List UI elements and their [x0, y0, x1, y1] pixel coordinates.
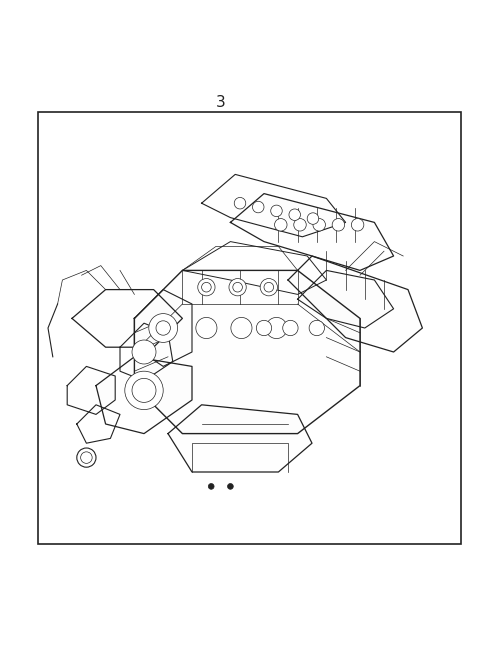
Circle shape: [228, 483, 233, 489]
Circle shape: [252, 201, 264, 213]
Circle shape: [313, 218, 325, 231]
Polygon shape: [96, 357, 192, 434]
Circle shape: [294, 218, 306, 231]
Polygon shape: [288, 256, 422, 352]
Circle shape: [132, 340, 156, 364]
Circle shape: [229, 279, 246, 296]
Circle shape: [77, 448, 96, 467]
Polygon shape: [168, 405, 312, 472]
Circle shape: [208, 483, 214, 489]
Circle shape: [275, 218, 287, 231]
Polygon shape: [134, 270, 360, 434]
Circle shape: [266, 318, 287, 338]
Circle shape: [271, 205, 282, 216]
Polygon shape: [202, 174, 346, 237]
Circle shape: [198, 279, 215, 296]
Circle shape: [256, 320, 272, 336]
Text: 3: 3: [216, 94, 226, 110]
Circle shape: [351, 218, 364, 231]
Circle shape: [283, 320, 298, 336]
Bar: [38, 112, 461, 544]
Circle shape: [309, 320, 324, 336]
Circle shape: [307, 213, 319, 224]
Polygon shape: [298, 270, 394, 328]
Circle shape: [196, 318, 217, 338]
Circle shape: [289, 209, 300, 220]
Circle shape: [234, 197, 246, 209]
Circle shape: [149, 314, 178, 342]
Polygon shape: [134, 289, 192, 367]
Circle shape: [125, 371, 163, 409]
Polygon shape: [67, 367, 115, 415]
Circle shape: [332, 218, 345, 231]
Circle shape: [260, 279, 277, 296]
Circle shape: [231, 318, 252, 338]
Polygon shape: [230, 194, 394, 270]
Polygon shape: [72, 289, 182, 347]
